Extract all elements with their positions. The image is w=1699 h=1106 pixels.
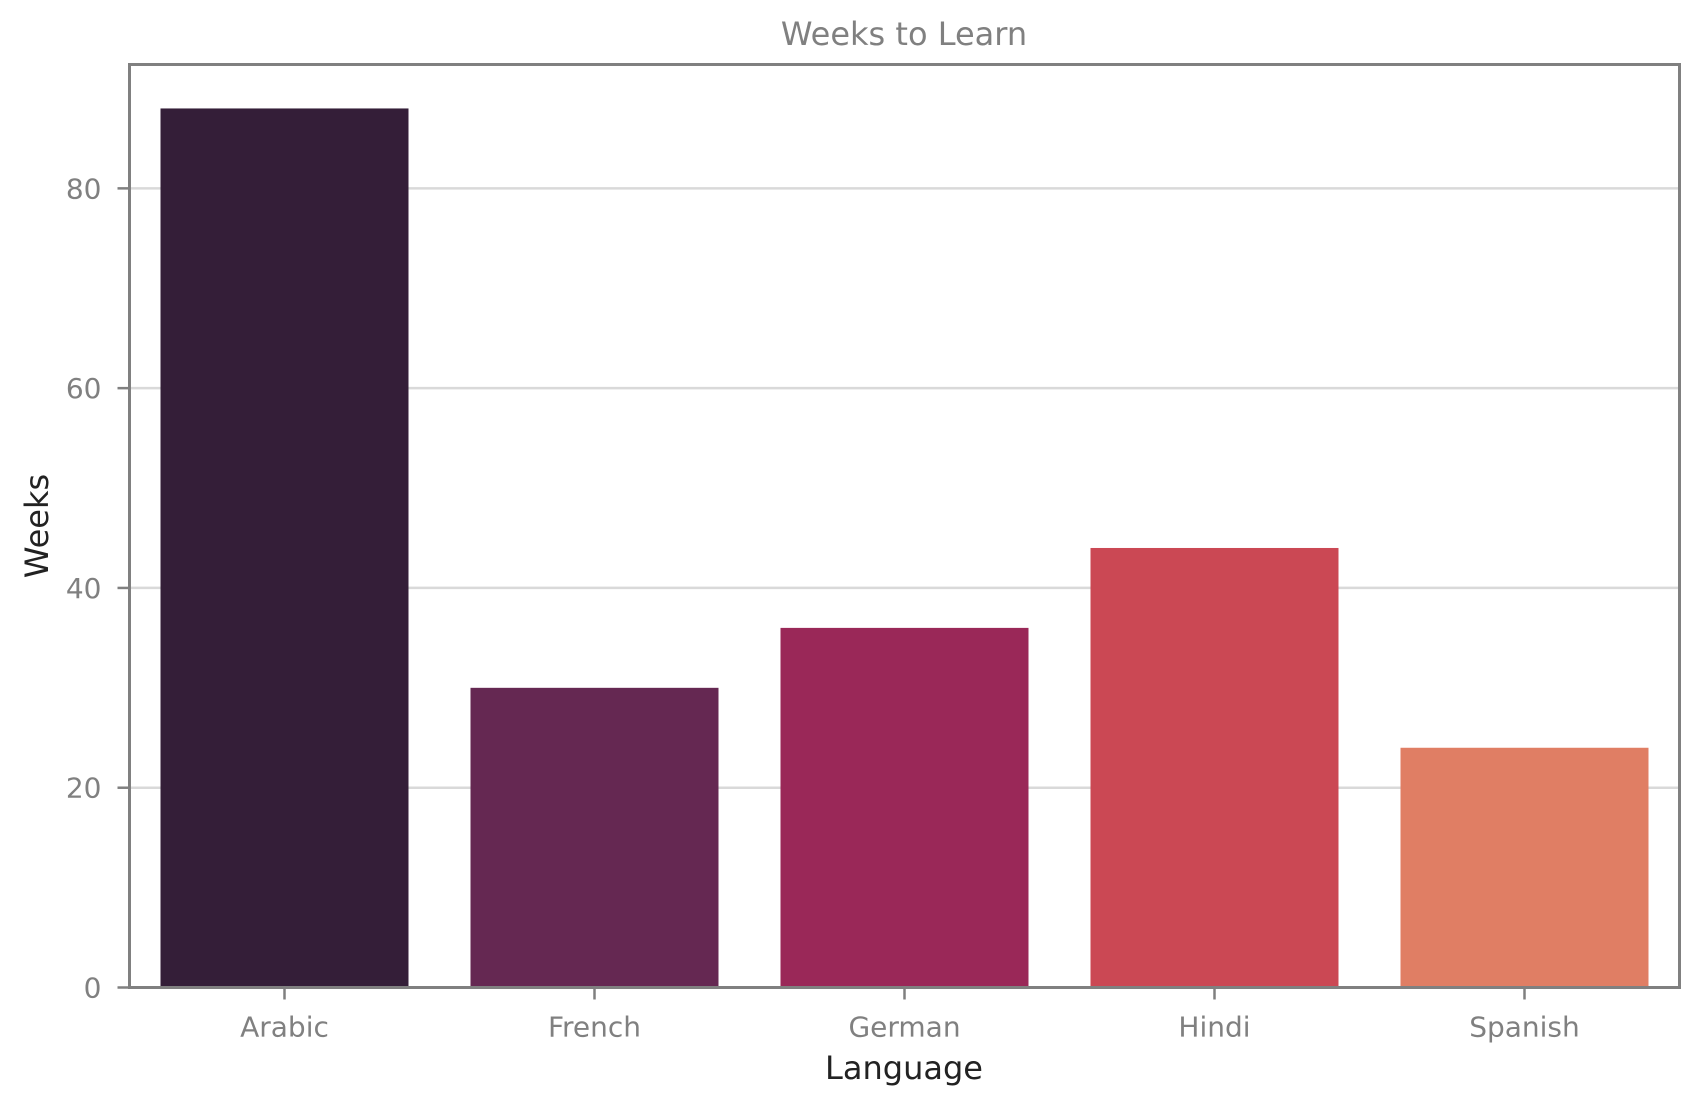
y-axis-label: Weeks (18, 474, 56, 578)
chart-title: Weeks to Learn (781, 15, 1027, 53)
y-tick-label: 20 (66, 772, 102, 805)
y-tick-label: 40 (66, 572, 102, 605)
bar-arabic (160, 108, 409, 988)
y-tick-label: 0 (84, 972, 102, 1005)
bar-hindi (1090, 547, 1339, 988)
x-tick-label: French (548, 1011, 641, 1044)
x-tick-label: Hindi (1178, 1011, 1250, 1044)
y-tick-label: 60 (66, 372, 102, 405)
bar-french (470, 687, 719, 988)
bar-spanish (1400, 747, 1649, 988)
y-tick-label: 80 (66, 172, 102, 205)
x-tick-label: Spanish (1469, 1011, 1580, 1044)
x-axis-ticks: Arabic French German Hindi Spanish (240, 987, 1580, 1044)
x-axis-label: Language (825, 1049, 983, 1087)
bars (160, 108, 1649, 988)
bar-german (780, 627, 1029, 988)
x-tick-label: German (848, 1011, 960, 1044)
y-axis-ticks: 0 20 40 60 80 (66, 172, 130, 1005)
x-tick-label: Arabic (240, 1011, 329, 1044)
